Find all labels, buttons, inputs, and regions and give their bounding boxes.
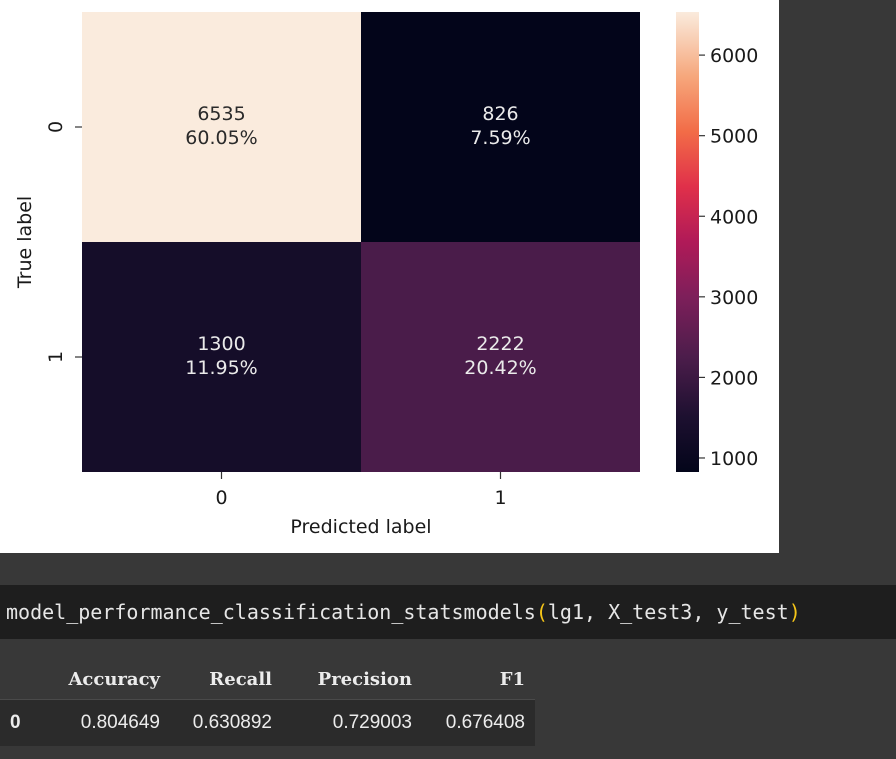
heatmap-cell-1-0	[82, 242, 361, 472]
colorbar-tick-label: 6000	[710, 45, 758, 67]
heatmap-cell-0-1	[361, 12, 640, 242]
cell-percent-label: 60.05%	[185, 127, 257, 149]
table-header-row: Accuracy Recall Precision F1	[0, 659, 535, 700]
cell-percent-label: 11.95%	[185, 357, 257, 379]
row-index: 0	[0, 699, 42, 746]
x-tick-label: 0	[215, 487, 227, 509]
accuracy-header: Accuracy	[42, 659, 160, 700]
accuracy-value: 0.804649	[42, 699, 160, 746]
cell-percent-label: 20.42%	[464, 357, 536, 379]
x-axis-title: Predicted label	[290, 516, 431, 538]
code-close-paren: )	[788, 600, 801, 624]
cell-percent-label: 7.59%	[470, 127, 530, 149]
recall-header: Recall	[160, 659, 272, 700]
code-function-name: model_performance_classification_statsmo…	[6, 600, 536, 624]
recall-value: 0.630892	[160, 699, 272, 746]
cell-count-label: 826	[482, 103, 518, 125]
y-tick-label: 0	[45, 121, 67, 133]
colorbar-tick-label: 5000	[710, 126, 758, 148]
code-open-paren: (	[535, 600, 548, 624]
index-header	[0, 659, 42, 700]
heatmap-cell-1-1	[361, 242, 640, 472]
colorbar-tick-label: 3000	[710, 287, 758, 309]
colorbar-tick-label: 2000	[710, 367, 758, 389]
code-arguments: lg1, X_test3, y_test	[547, 600, 789, 624]
y-axis-title: True label	[14, 196, 36, 289]
precision-header: Precision	[272, 659, 412, 700]
cell-count-label: 2222	[476, 333, 524, 355]
y-tick-label: 1	[45, 351, 67, 363]
f1-value: 0.676408	[412, 699, 535, 746]
confusion-matrix-plot: 6535 60.05% 826 7.59% 1300 11.95% 2222 20.42% 0 1…	[0, 0, 779, 553]
cell-count-label: 6535	[197, 103, 245, 125]
cell-count-label: 1300	[197, 333, 245, 355]
f1-header: F1	[412, 659, 535, 700]
x-tick-label: 1	[494, 487, 506, 509]
precision-value: 0.729003	[272, 699, 412, 746]
performance-table: Accuracy Recall Precision F1 0 0.804649 …	[0, 659, 535, 746]
heatmap-cell-0-0	[82, 12, 361, 242]
code-cell[interactable]: model_performance_classification_statsmo…	[0, 585, 896, 639]
colorbar	[676, 12, 699, 472]
table-row: 0 0.804649 0.630892 0.729003 0.676408	[0, 699, 535, 746]
colorbar-tick-label: 1000	[710, 448, 758, 470]
colorbar-tick-label: 4000	[710, 206, 758, 228]
